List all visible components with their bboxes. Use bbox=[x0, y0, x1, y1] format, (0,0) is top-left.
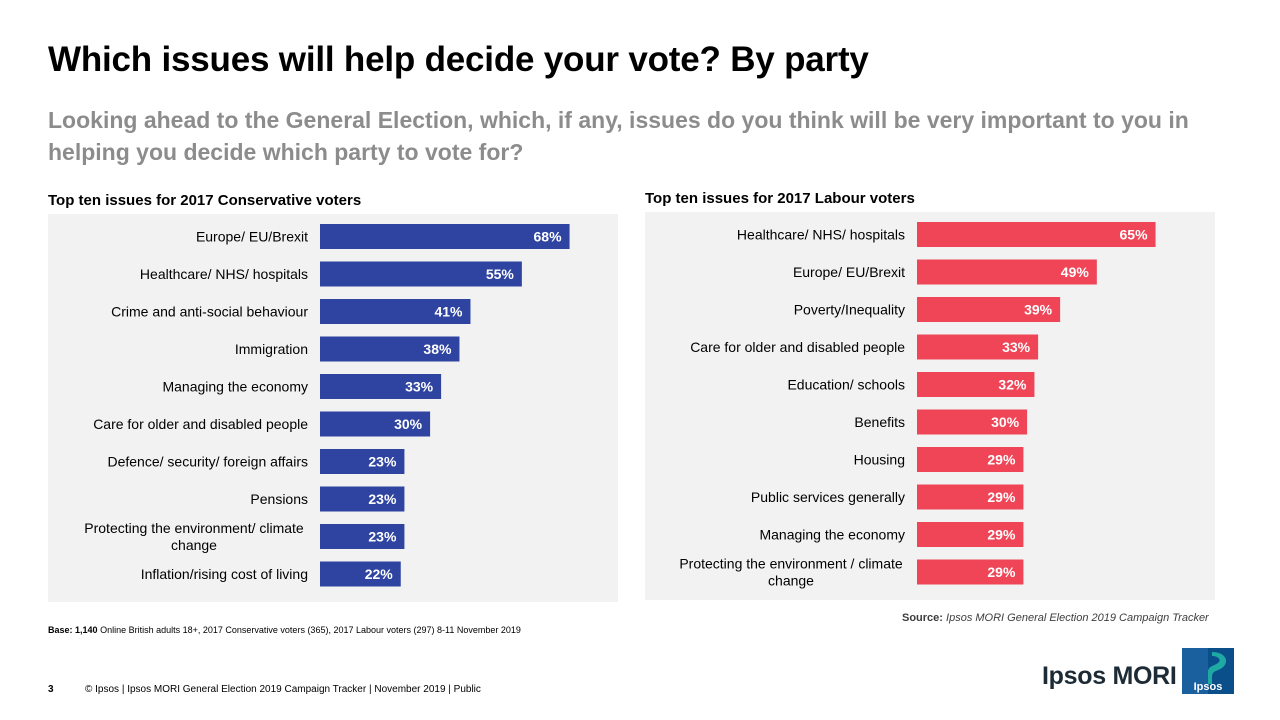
conservative-value-label: 23% bbox=[368, 454, 397, 470]
conservative-bar bbox=[320, 486, 405, 512]
page-number: 3 bbox=[48, 684, 54, 695]
conservative-bar bbox=[320, 224, 570, 249]
labour-category-label: Education/ schools bbox=[787, 377, 905, 393]
conservative-chart-panel: 68% Europe/ EU/Brexit 55% Healthcare/ NHS/ … bbox=[48, 214, 618, 602]
base-note: Base: 1,140 Online British adults 18+, 2… bbox=[48, 625, 521, 635]
conservative-category-label: Pensions bbox=[250, 491, 308, 507]
question-subtitle: Looking ahead to the General Election, w… bbox=[48, 107, 1189, 165]
labour-value-label: 29% bbox=[987, 452, 1016, 468]
footer-text: © Ipsos | Ipsos MORI General Election 20… bbox=[85, 684, 481, 695]
conservative-category-label: Protecting the environment/ climate chang… bbox=[84, 520, 304, 553]
labour-bar bbox=[917, 447, 1024, 472]
logo-text: Ipsos bbox=[1194, 681, 1223, 693]
labour-category-label: Healthcare/ NHS/ hospitals bbox=[737, 227, 905, 243]
base-text: Online British adults 18+, 2017 Conserva… bbox=[100, 625, 521, 635]
labour-category-label: Protecting the environment / climate chan… bbox=[679, 556, 903, 589]
labour-chart-heading: Top ten issues for 2017 Labour voters bbox=[645, 190, 915, 207]
labour-value-label: 65% bbox=[1120, 227, 1149, 243]
source-label: Source: bbox=[902, 612, 943, 624]
labour-category-label: Poverty/Inequality bbox=[794, 302, 905, 318]
conservative-value-label: 68% bbox=[534, 229, 563, 245]
labour-bar-chart: 65% Healthcare/ NHS/ hospitals 49% Europe/ … bbox=[679, 222, 1156, 589]
labour-bar bbox=[917, 409, 1028, 435]
labour-category-label: Public services generally bbox=[751, 489, 905, 505]
page-title: Which issues will help decide your vote?… bbox=[48, 40, 869, 79]
conservative-value-label: 41% bbox=[434, 304, 463, 320]
conservative-category-label: Inflation/rising cost of living bbox=[141, 566, 308, 582]
conservative-bar-chart: 68% Europe/ EU/Brexit 55% Healthcare/ NHS/ … bbox=[84, 224, 570, 587]
conservative-value-label: 30% bbox=[394, 416, 423, 432]
conservative-category-label: Immigration bbox=[235, 341, 308, 357]
conservative-value-label: 22% bbox=[365, 566, 394, 582]
labour-value-label: 29% bbox=[987, 527, 1016, 543]
labour-category-label: Benefits bbox=[854, 414, 905, 430]
labour-category-label: Care for older and disabled people bbox=[690, 339, 905, 355]
labour-bar bbox=[917, 559, 1024, 585]
labour-value-label: 32% bbox=[998, 377, 1027, 393]
labour-value-label: 29% bbox=[987, 564, 1016, 580]
conservative-bar bbox=[320, 524, 405, 549]
conservative-bar bbox=[320, 449, 405, 474]
labour-value-label: 29% bbox=[987, 489, 1016, 505]
base-count: 1,140 bbox=[75, 625, 98, 635]
conservative-category-label: Defence/ security/ foreign affairs bbox=[107, 454, 308, 470]
labour-category-label: Managing the economy bbox=[759, 527, 905, 543]
conservative-chart-heading: Top ten issues for 2017 Conservative vot… bbox=[48, 192, 362, 209]
ipsos-logo-icon: Ipsos bbox=[1182, 648, 1234, 694]
labour-bar bbox=[917, 259, 1097, 285]
conservative-bar bbox=[320, 561, 401, 587]
base-label: Base: bbox=[48, 625, 73, 635]
labour-category-label: Housing bbox=[854, 452, 905, 468]
source-text: Ipsos MORI General Election 2019 Campaig… bbox=[946, 612, 1209, 624]
conservative-category-label: Europe/ EU/Brexit bbox=[196, 229, 308, 245]
labour-bar bbox=[917, 334, 1039, 360]
conservative-category-label: Crime and anti-social behaviour bbox=[111, 304, 308, 320]
labour-value-label: 49% bbox=[1061, 264, 1090, 280]
conservative-value-label: 38% bbox=[423, 341, 452, 357]
conservative-value-label: 23% bbox=[368, 491, 397, 507]
conservative-bar bbox=[320, 299, 471, 324]
labour-bar bbox=[917, 222, 1156, 247]
conservative-category-label: Managing the economy bbox=[162, 379, 308, 395]
conservative-bar bbox=[320, 261, 522, 287]
labour-bar bbox=[917, 484, 1024, 510]
labour-value-label: 33% bbox=[1002, 339, 1031, 355]
conservative-bar bbox=[320, 336, 460, 362]
labour-bar bbox=[917, 372, 1035, 397]
conservative-value-label: 55% bbox=[486, 266, 515, 282]
conservative-category-label: Healthcare/ NHS/ hospitals bbox=[140, 266, 308, 282]
source-note: Source: Ipsos MORI General Election 2019… bbox=[902, 612, 1209, 624]
labour-bar bbox=[917, 522, 1024, 547]
labour-value-label: 39% bbox=[1024, 302, 1053, 318]
labour-bar bbox=[917, 297, 1061, 322]
brand-name: Ipsos MORI bbox=[1042, 662, 1177, 690]
conservative-value-label: 33% bbox=[405, 379, 434, 395]
labour-value-label: 30% bbox=[991, 414, 1020, 430]
conservative-category-label: Care for older and disabled people bbox=[93, 416, 308, 432]
conservative-bar bbox=[320, 411, 431, 437]
conservative-bar bbox=[320, 374, 442, 399]
labour-category-label: Europe/ EU/Brexit bbox=[793, 264, 905, 280]
conservative-value-label: 23% bbox=[368, 529, 397, 545]
labour-chart-panel: 65% Healthcare/ NHS/ hospitals 49% Europe/ … bbox=[645, 212, 1215, 600]
